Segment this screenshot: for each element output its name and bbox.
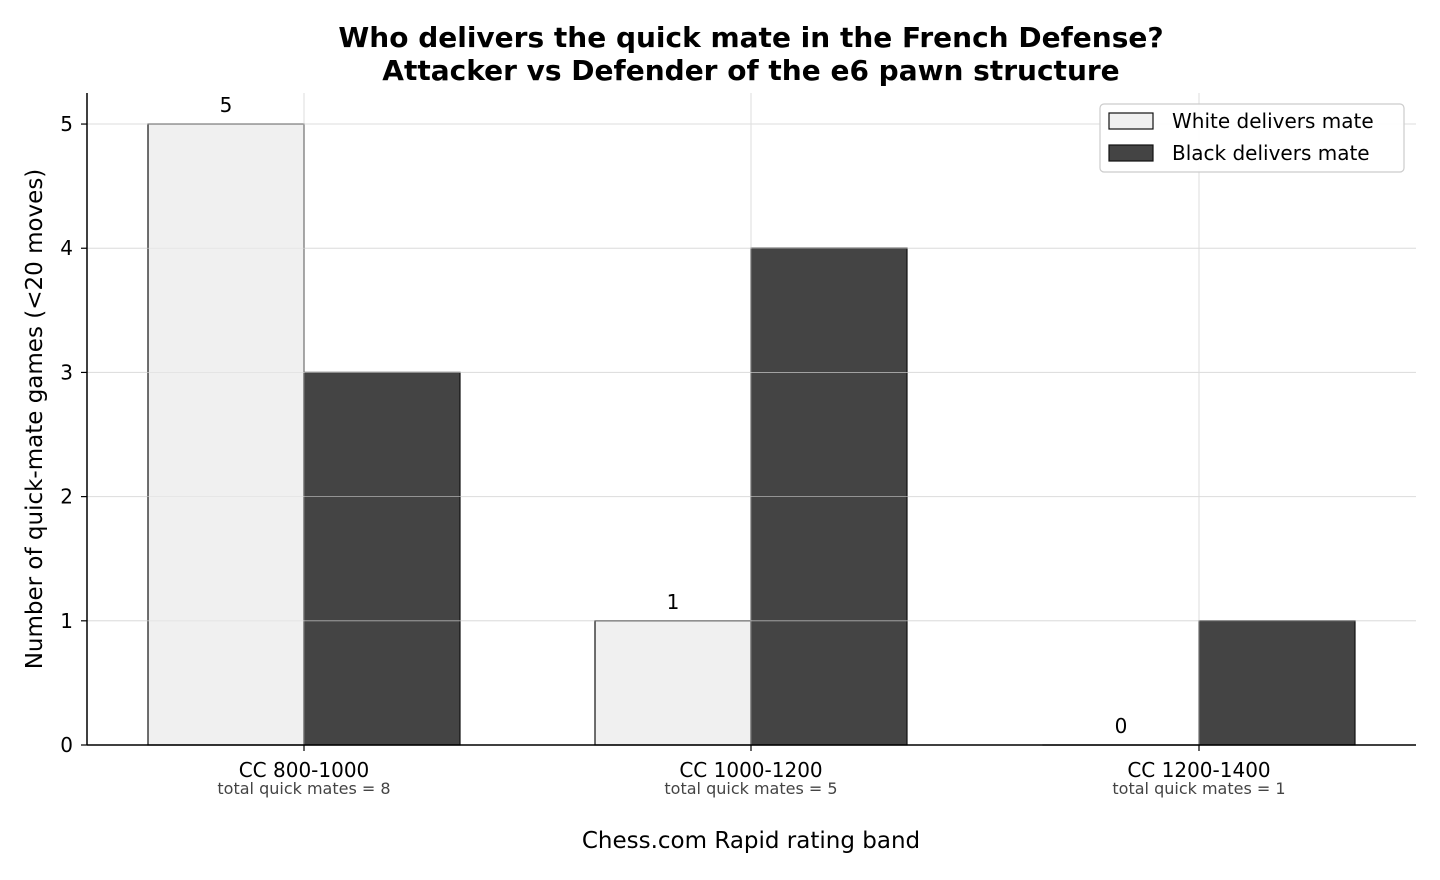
bar-labels: 5 1 0 <box>220 93 1128 738</box>
y-tick-label: 5 <box>60 112 73 136</box>
y-tick-label: 1 <box>60 609 73 633</box>
x-axis-label: Chess.com Rapid rating band <box>582 828 920 854</box>
legend-frame <box>1099 103 1405 173</box>
bar-white-0 <box>147 123 305 746</box>
bar-black-2 <box>1198 620 1356 746</box>
x-tick-note: total quick mates = 1 <box>1112 779 1285 798</box>
legend: White delivers mate Black delivers mate <box>1099 103 1405 173</box>
legend-swatch <box>1108 112 1154 130</box>
x-tick-label: CC 1000-1200 <box>679 758 822 782</box>
x-tick-note: total quick mates = 8 <box>217 779 390 798</box>
y-tick-label: 0 <box>60 733 73 757</box>
legend-swatch <box>1108 144 1154 162</box>
bar-value-label: 1 <box>667 590 680 614</box>
y-tick-label: 4 <box>60 236 73 260</box>
y-tick-label: 3 <box>60 360 73 384</box>
bar-black-0 <box>303 371 461 746</box>
x-tick-note: total quick mates = 5 <box>664 779 837 798</box>
x-tick-label: CC 800-1000 <box>239 758 370 782</box>
bar-value-label: 0 <box>1115 714 1128 738</box>
bar-white-1 <box>594 620 752 746</box>
legend-label: Black delivers mate <box>1172 141 1370 165</box>
x-tick-label: CC 1200-1400 <box>1127 758 1270 782</box>
chart-title: Who delivers the quick mate in the Frenc… <box>338 21 1163 54</box>
bar-value-label: 5 <box>220 93 233 117</box>
chart-subtitle: Attacker vs Defender of the e6 pawn stru… <box>382 54 1119 87</box>
y-axis-label: Number of quick-mate games (<20 moves) <box>22 169 48 670</box>
y-tick-label: 2 <box>60 485 73 509</box>
legend-label: White delivers mate <box>1172 109 1374 133</box>
